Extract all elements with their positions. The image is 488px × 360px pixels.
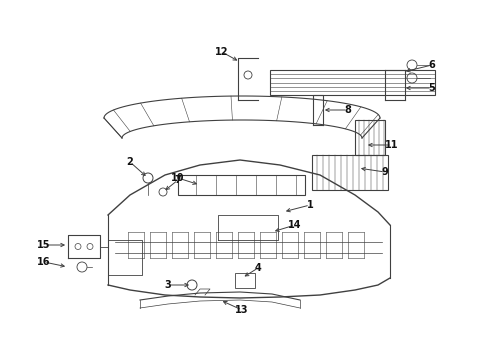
Text: 12: 12 <box>215 47 228 57</box>
Bar <box>311 155 387 190</box>
Text: 4: 4 <box>254 263 261 273</box>
Bar <box>269 70 434 95</box>
Text: 1: 1 <box>306 200 313 210</box>
Text: 9: 9 <box>381 167 387 177</box>
Text: 5: 5 <box>428 83 434 93</box>
Text: 8: 8 <box>344 105 351 115</box>
Text: 3: 3 <box>164 280 171 290</box>
Bar <box>178 175 305 195</box>
Text: 10: 10 <box>171 173 184 183</box>
Text: 14: 14 <box>287 220 301 230</box>
Text: 2: 2 <box>126 157 133 167</box>
Bar <box>354 120 384 155</box>
Text: 7: 7 <box>174 175 181 185</box>
Text: 11: 11 <box>385 140 398 150</box>
Bar <box>235 273 254 288</box>
Text: 13: 13 <box>235 305 248 315</box>
Text: 6: 6 <box>428 60 434 70</box>
Text: 15: 15 <box>37 240 51 250</box>
Text: 16: 16 <box>37 257 51 267</box>
